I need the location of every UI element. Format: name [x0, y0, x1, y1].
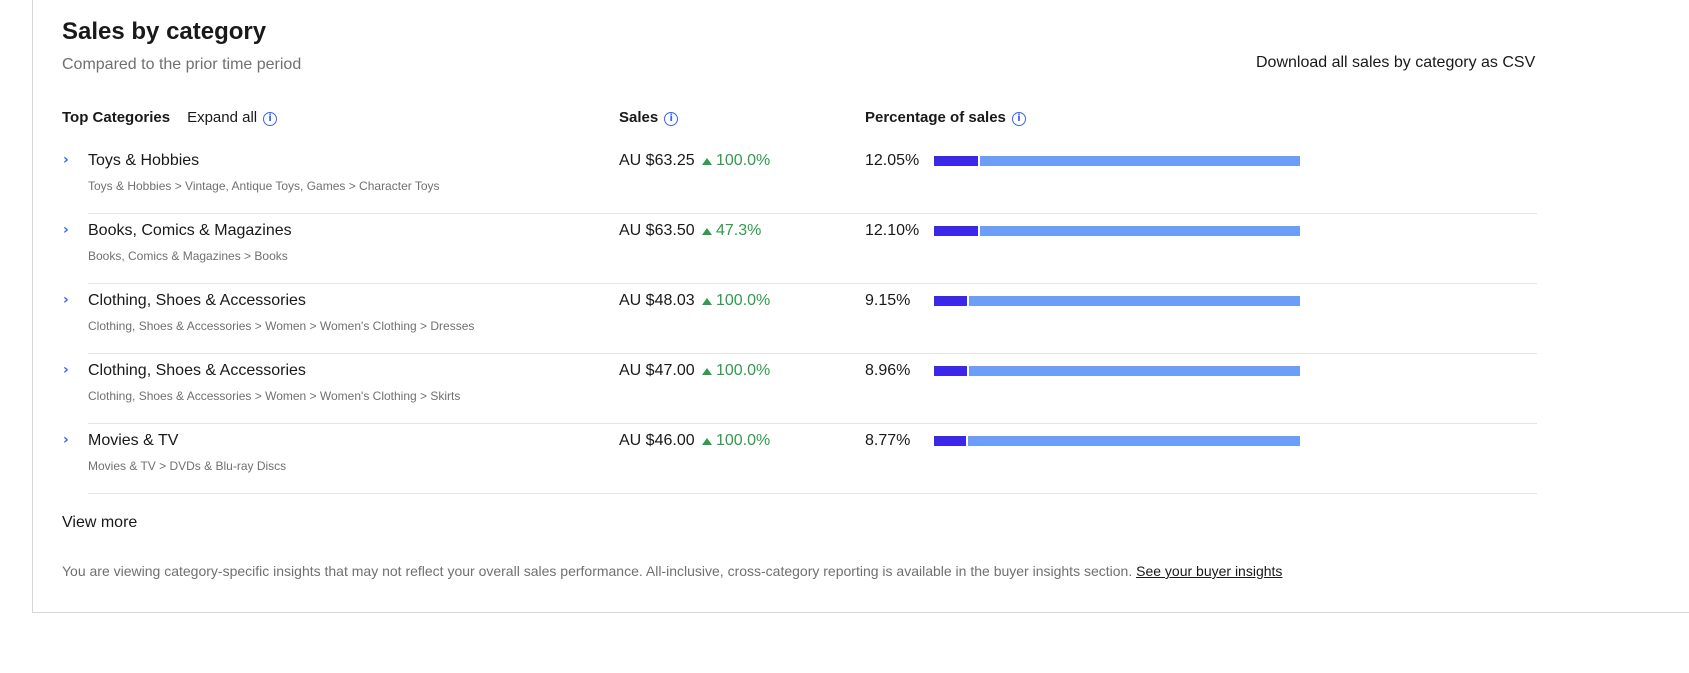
category-path: Clothing, Shoes & Accessories > Women > …	[88, 389, 461, 403]
category-path: Clothing, Shoes & Accessories > Women > …	[88, 319, 475, 333]
chevron-right-icon[interactable]: ›	[63, 152, 69, 168]
sales-change: 47.3%	[702, 222, 761, 240]
category-path: Books, Comics & Magazines > Books	[88, 249, 288, 263]
change-value: 47.3%	[716, 222, 762, 239]
sales-change: 100.0%	[702, 152, 770, 170]
percentage-bar	[934, 366, 1300, 376]
percentage-bar-fill	[934, 226, 980, 236]
info-icon[interactable]: i	[1011, 112, 1026, 126]
view-more-button[interactable]: View more	[62, 514, 138, 531]
percentage-header: Percentage of sales i	[865, 108, 1026, 126]
sales-header: Sales i	[619, 108, 679, 126]
chevron-right-icon[interactable]: ›	[63, 362, 69, 378]
category-name: Books, Comics & Magazines	[88, 222, 292, 239]
change-value: 100.0%	[716, 432, 771, 449]
sales-value: AU $63.50	[619, 222, 695, 239]
info-icon[interactable]: i	[263, 112, 278, 126]
percentage-bar	[934, 226, 1300, 236]
footnote: You are viewing category-specific insigh…	[62, 563, 1282, 579]
category-row[interactable]: › Clothing, Shoes & Accessories Clothing, …	[63, 284, 1537, 354]
percentage-bar-fill	[934, 156, 980, 166]
percentage-value: 8.96%	[865, 362, 911, 379]
chevron-right-icon[interactable]: ›	[63, 222, 69, 238]
expand-all-button[interactable]: Expand all	[187, 108, 258, 126]
triangle-up-icon	[702, 297, 712, 305]
buyer-insights-link[interactable]: See your buyer insights	[1136, 563, 1283, 579]
category-row[interactable]: › Movies & TV Movies & TV > DVDs & Blu-ray…	[63, 424, 1537, 494]
percentage-bar-fill	[934, 436, 968, 446]
category-name: Movies & TV	[88, 432, 179, 449]
sales-value: AU $47.00	[619, 362, 695, 379]
download-csv-link[interactable]: Download all sales by category as CSV	[1256, 54, 1536, 71]
category-name: Toys & Hobbies	[88, 152, 200, 169]
footnote-text: You are viewing category-specific insigh…	[62, 563, 1133, 579]
sales-value: AU $63.25	[619, 152, 695, 169]
percentage-value: 9.15%	[865, 292, 911, 309]
sales-label: Sales	[619, 108, 659, 126]
percentage-bar	[934, 156, 1300, 166]
triangle-up-icon	[702, 367, 712, 375]
info-icon[interactable]: i	[664, 112, 679, 126]
category-name: Clothing, Shoes & Accessories	[88, 292, 306, 309]
section-subtitle: Compared to the prior time period	[62, 56, 302, 73]
percentage-label: Percentage of sales	[865, 108, 1006, 126]
category-path: Movies & TV > DVDs & Blu-ray Discs	[88, 459, 287, 473]
triangle-up-icon	[702, 227, 712, 235]
category-row[interactable]: › Clothing, Shoes & Accessories Clothing, …	[63, 354, 1537, 424]
sales-value: AU $46.00	[619, 432, 695, 449]
section-title: Sales by category	[62, 18, 267, 45]
percentage-bar-fill	[934, 296, 969, 306]
category-row[interactable]: › Books, Comics & Magazines Books, Comics …	[63, 214, 1537, 284]
change-value: 100.0%	[716, 362, 771, 379]
percentage-bar-fill	[934, 366, 969, 376]
sales-value: AU $48.03	[619, 292, 695, 309]
chevron-right-icon[interactable]: ›	[63, 292, 69, 308]
sales-change: 100.0%	[702, 292, 770, 310]
percentage-value: 12.05%	[865, 152, 920, 169]
category-name: Clothing, Shoes & Accessories	[88, 362, 306, 379]
change-value: 100.0%	[716, 152, 771, 169]
percentage-value: 12.10%	[865, 222, 920, 239]
category-row[interactable]: › Toys & Hobbies Toys & Hobbies > Vintage,…	[63, 144, 1537, 214]
percentage-value: 8.77%	[865, 432, 911, 449]
sales-change: 100.0%	[702, 362, 770, 380]
triangle-up-icon	[702, 437, 712, 445]
change-value: 100.0%	[716, 292, 771, 309]
percentage-bar	[934, 436, 1300, 446]
chevron-right-icon[interactable]: ›	[63, 432, 69, 448]
top-categories-header: Top Categories Expand all i	[62, 108, 278, 126]
category-path: Toys & Hobbies > Vintage, Antique Toys, …	[88, 179, 440, 193]
top-categories-label: Top Categories	[62, 108, 171, 126]
percentage-bar	[934, 296, 1300, 306]
triangle-up-icon	[702, 157, 712, 165]
sales-change: 100.0%	[702, 432, 770, 450]
sales-by-category-panel: Sales by category Compared to the prior …	[32, 0, 1689, 613]
